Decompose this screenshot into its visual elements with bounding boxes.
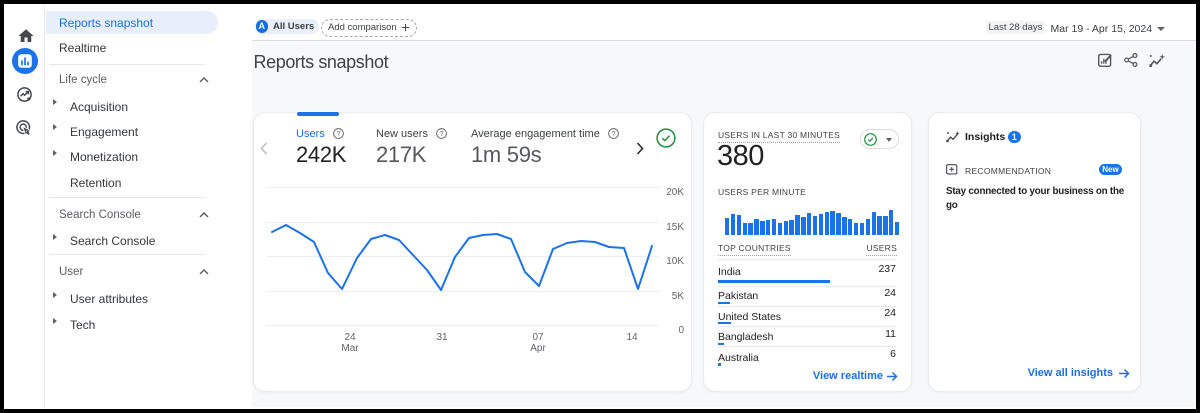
svg-text:?: ? xyxy=(612,130,616,137)
svg-text:?: ? xyxy=(337,130,341,137)
svg-text:?: ? xyxy=(440,130,444,137)
